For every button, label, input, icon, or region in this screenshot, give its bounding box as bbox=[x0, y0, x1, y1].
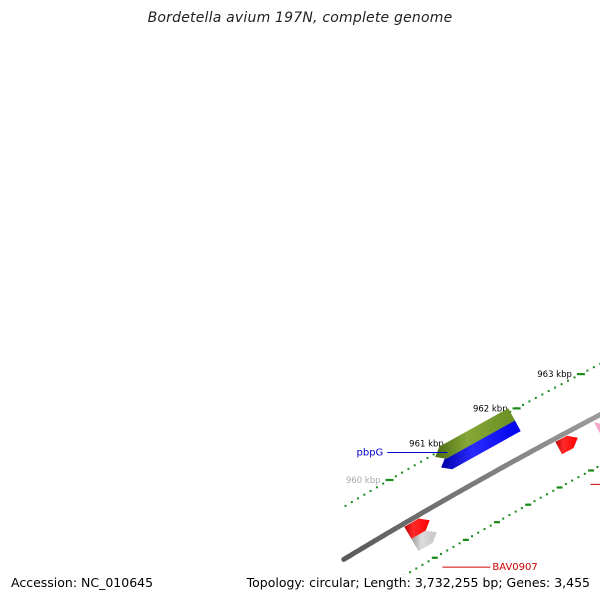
guide-dot bbox=[541, 394, 543, 396]
feature-arrow bbox=[594, 422, 600, 433]
guide-dot bbox=[395, 475, 397, 477]
guide-dot bbox=[407, 468, 409, 470]
guide-dot bbox=[440, 553, 442, 555]
feature-labels: BAV0907pbpGBAV0910tRNA-Arg(CCT)BAV0911BA… bbox=[357, 399, 600, 573]
track-dotted-guides bbox=[345, 210, 600, 584]
guide-dot bbox=[596, 466, 598, 468]
guide-dot bbox=[414, 464, 416, 466]
tick-mark bbox=[588, 469, 594, 471]
guide-dot bbox=[351, 501, 353, 503]
backbone-line bbox=[344, 247, 600, 560]
tick-mark bbox=[463, 539, 469, 541]
guide-dot bbox=[382, 483, 384, 485]
guide-dot bbox=[345, 505, 347, 507]
guide-dot bbox=[428, 560, 430, 562]
guide-dot bbox=[571, 480, 573, 482]
guide-dot bbox=[420, 461, 422, 463]
guide-dot bbox=[548, 390, 550, 392]
guide-dot bbox=[490, 525, 492, 527]
guide-dot bbox=[363, 494, 365, 496]
tick-label: 960 kbp bbox=[346, 476, 381, 486]
guide-dot bbox=[452, 546, 454, 548]
guide-dot bbox=[415, 568, 417, 570]
topology-label: Topology: circular; Length: 3,732,255 bp… bbox=[245, 575, 592, 590]
guide-dot bbox=[477, 532, 479, 534]
guide-dot bbox=[433, 453, 435, 455]
guide-dot bbox=[593, 366, 595, 368]
guide-dot bbox=[567, 380, 569, 382]
guide-dot bbox=[426, 457, 428, 459]
tick-mark bbox=[513, 407, 521, 409]
guide-dot bbox=[401, 472, 403, 474]
guide-dot bbox=[471, 535, 473, 537]
guide-dot bbox=[561, 383, 563, 385]
tick-label: 961 kbp bbox=[409, 440, 444, 450]
tick-mark bbox=[386, 479, 394, 481]
feature-label: BAV0907 bbox=[492, 562, 537, 573]
guide-dot bbox=[565, 483, 567, 485]
guide-dot bbox=[586, 370, 588, 372]
guide-dot bbox=[534, 500, 536, 502]
tick-mark bbox=[577, 373, 585, 375]
guide-dot bbox=[357, 497, 359, 499]
map-title: Bordetella avium 197N, complete genome bbox=[0, 10, 600, 26]
guide-dot bbox=[522, 404, 524, 406]
guide-dot bbox=[515, 511, 517, 513]
guide-dot bbox=[376, 486, 378, 488]
tick-mark bbox=[557, 486, 563, 488]
guide-dot bbox=[508, 514, 510, 516]
backbone-arc bbox=[344, 247, 600, 560]
accession-label: Accession: NC_010645 bbox=[9, 575, 155, 590]
tick-label: 963 kbp bbox=[537, 370, 572, 380]
guide-dot bbox=[574, 376, 576, 378]
guide-dot bbox=[521, 507, 523, 509]
tick-mark bbox=[494, 521, 500, 523]
guide-dot bbox=[546, 493, 548, 495]
guide-dot bbox=[578, 476, 580, 478]
guide-dot bbox=[584, 473, 586, 475]
guide-dot bbox=[446, 550, 448, 552]
guide-dot bbox=[370, 490, 372, 492]
feature-label: pbpG bbox=[357, 448, 384, 459]
guide-dot bbox=[459, 542, 461, 544]
guide-dot bbox=[540, 497, 542, 499]
guide-dot bbox=[484, 528, 486, 530]
guide-dot bbox=[535, 397, 537, 399]
guide-dot bbox=[528, 400, 530, 402]
guide-dot bbox=[409, 571, 411, 573]
guide-dot bbox=[554, 387, 556, 389]
guide-dot bbox=[552, 490, 554, 492]
guide-dot bbox=[421, 564, 423, 566]
guide-dot bbox=[502, 518, 504, 520]
tick-mark bbox=[525, 504, 531, 506]
tick-mark bbox=[432, 557, 438, 559]
